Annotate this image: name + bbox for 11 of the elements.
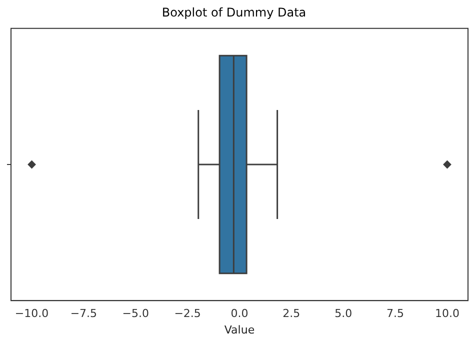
x-tick-label: −5.0: [122, 307, 149, 320]
x-tick-label: 0.0: [230, 307, 248, 320]
x-tick-label: 5.0: [334, 307, 352, 320]
x-tick-label: −10.0: [14, 307, 49, 320]
x-tick-label: 7.5: [386, 307, 404, 320]
x-tick-label: −2.5: [174, 307, 201, 320]
chart-title: Boxplot of Dummy Data: [162, 5, 306, 20]
x-axis-title: Value: [224, 323, 255, 336]
x-tick-label: −7.5: [70, 307, 98, 320]
x-tick-label: 2.5: [282, 307, 300, 320]
x-tick-label: 10.0: [434, 307, 460, 320]
